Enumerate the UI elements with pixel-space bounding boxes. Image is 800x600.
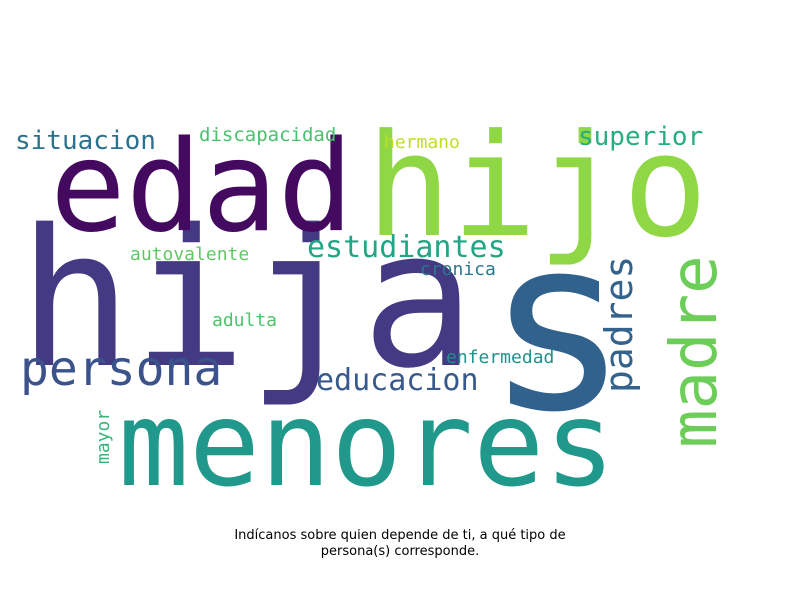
word-educacion: educacion bbox=[316, 363, 479, 398]
word-adulta: adulta bbox=[212, 310, 278, 331]
figure-caption: Indícanos sobre quien depende de ti, a q… bbox=[0, 528, 800, 560]
word-hija: hija bbox=[18, 189, 476, 410]
word-discapacidad: discapacidad bbox=[199, 124, 337, 146]
word-padres: padres bbox=[597, 255, 641, 393]
caption-line-2: persona(s) corresponde. bbox=[320, 544, 480, 559]
word-superior: superior bbox=[578, 122, 704, 152]
word-cronica: cronica bbox=[420, 259, 496, 280]
word-s: s bbox=[485, 185, 630, 465]
caption-line-1: Indícanos sobre quien depende de ti, a q… bbox=[234, 528, 566, 543]
word-enfermedad: enfermedad bbox=[446, 347, 555, 368]
word-situacion: situacion bbox=[15, 126, 156, 156]
word-menores: menores bbox=[118, 375, 616, 513]
word-madre: madre bbox=[658, 255, 732, 448]
word-mayor: mayor bbox=[93, 409, 114, 464]
word-persona: persona bbox=[20, 341, 223, 397]
word-edad: edad bbox=[50, 113, 354, 260]
word-hijo: hijo bbox=[366, 104, 708, 269]
word-estudiantes: estudiantes bbox=[307, 230, 506, 265]
word-hermano: hermano bbox=[384, 132, 460, 153]
word-autovalente: autovalente bbox=[130, 244, 250, 265]
